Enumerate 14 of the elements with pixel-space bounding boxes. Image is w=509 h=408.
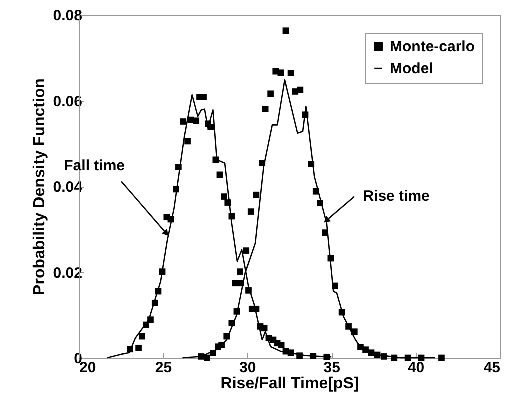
- annotation: Fall time: [64, 158, 125, 175]
- x-tick-label: 25: [155, 360, 172, 376]
- y-tick-label: 0.02: [53, 264, 82, 282]
- legend-label: Monte-carlo: [390, 38, 476, 56]
- y-tick-label: 0.08: [53, 8, 82, 24]
- y-axis-title: Probability Density Function: [31, 78, 48, 296]
- legend-label: Model: [390, 60, 434, 78]
- y-tick-label: 0.06: [53, 93, 82, 110]
- x-tick-label: 35: [324, 360, 340, 376]
- x-tick-label: 40: [408, 360, 425, 376]
- x-axis-title: Rise/Fall Time[pS]: [220, 376, 360, 392]
- annotation: Rise time: [363, 188, 430, 205]
- x-tick-label: 45: [484, 360, 500, 376]
- x-tick-label: 30: [240, 360, 256, 376]
